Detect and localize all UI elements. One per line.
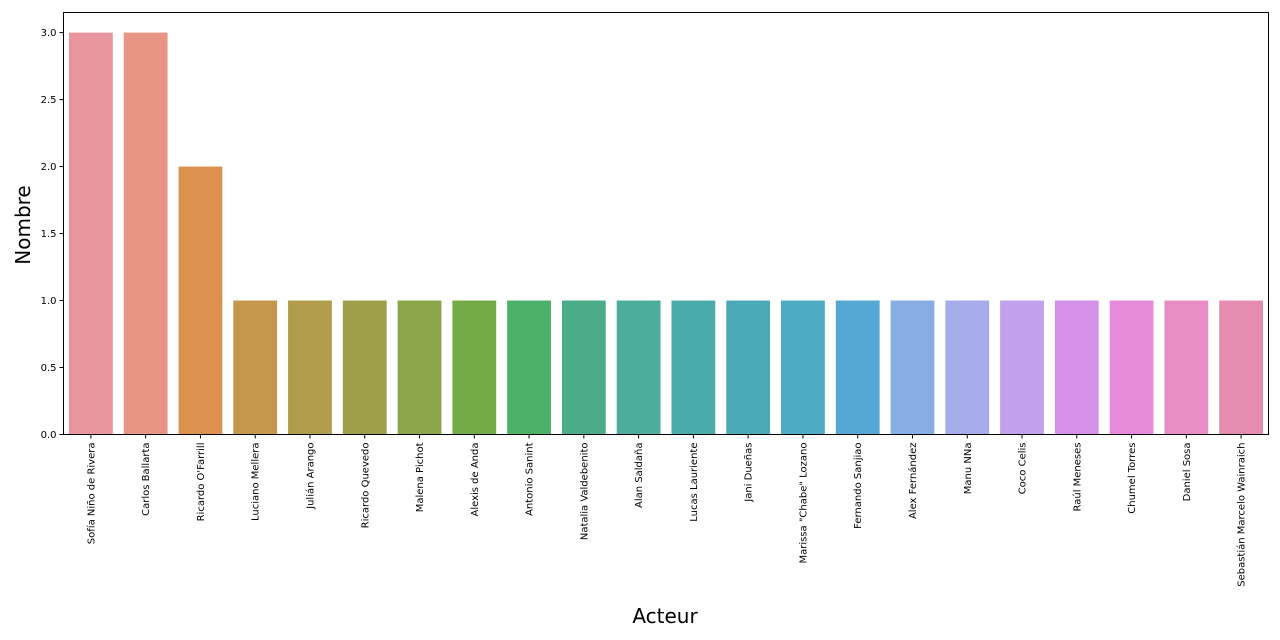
bars-layer [68, 32, 1264, 435]
x-tick-label: Chumel Torres [1127, 443, 1138, 514]
x-tick-label: Natalia Valdebenito [579, 443, 590, 541]
y-tick-label: 3.0 [41, 28, 57, 39]
x-tick-label: Raúl Meneses [1071, 443, 1083, 512]
y-axis-title: Nombre [11, 185, 35, 264]
bar [452, 300, 497, 435]
bar [835, 300, 880, 435]
x-tick-label: Antonio Sanint [525, 442, 536, 516]
x-tick-label: Sofía Niño de Rivera [85, 443, 97, 545]
y-tick-label: 1.0 [41, 296, 57, 307]
y-tick-label: 0.0 [41, 430, 57, 441]
bar [1164, 300, 1209, 435]
y-tick-label: 1.5 [41, 229, 57, 240]
bar [178, 166, 223, 435]
x-tick-label: Daniel Sosa [1182, 443, 1193, 502]
x-tick-label: Lucas Lauriente [689, 443, 700, 522]
bar [1054, 300, 1099, 435]
y-axis: 0.0 0.5 1.0 1.5 2.0 2.5 3.0 [41, 28, 64, 441]
bar [123, 32, 168, 435]
x-axis-title: Acteur [632, 604, 698, 628]
bar [945, 300, 990, 435]
x-tick-label: Luciano Mellera [251, 443, 262, 522]
x-tick-label: Manu NNa [963, 443, 974, 495]
bar [288, 300, 332, 435]
x-tick-label: Julián Arango [304, 443, 316, 510]
bar [1109, 300, 1154, 435]
y-tick-label: 2.0 [41, 162, 57, 173]
bar [342, 300, 387, 435]
x-tick-label: Alan Saldaña [634, 443, 645, 508]
x-tick-label: Malena Pichot [415, 442, 426, 512]
bar [781, 300, 825, 435]
bar [1000, 300, 1044, 435]
x-tick-label: Alex Fernández [907, 443, 919, 520]
bar [726, 300, 771, 435]
y-tick-label: 0.5 [41, 363, 57, 374]
plot-frame [63, 12, 1269, 435]
bar [507, 300, 551, 435]
bar [561, 300, 606, 435]
x-axis: Sofía Niño de Rivera Carlos Ballarta Ricar… [85, 434, 1248, 587]
bar [890, 300, 935, 435]
bar [671, 300, 716, 435]
y-tick-label: 2.5 [41, 95, 57, 106]
x-tick-label: Ricardo Quevedo [360, 443, 371, 529]
bar [397, 300, 442, 435]
x-tick-label: Marissa "Chabe" Lozano [798, 443, 809, 564]
x-tick-label: Fernando Sanjiao [853, 443, 864, 529]
x-tick-label: Coco Celis [1018, 443, 1029, 495]
x-tick-label: Ricardo O'Farrill [196, 443, 207, 522]
x-tick-label: Carlos Ballarta [141, 443, 152, 516]
bar [68, 32, 113, 435]
bar [233, 300, 278, 435]
x-tick-label: Alexis de Anda [470, 443, 481, 517]
bar [616, 300, 661, 435]
x-tick-label: Jani Dueñas [744, 443, 755, 503]
bar [1219, 300, 1264, 435]
x-tick-label: Sebastián Marcelo Wainraich [1236, 443, 1248, 587]
